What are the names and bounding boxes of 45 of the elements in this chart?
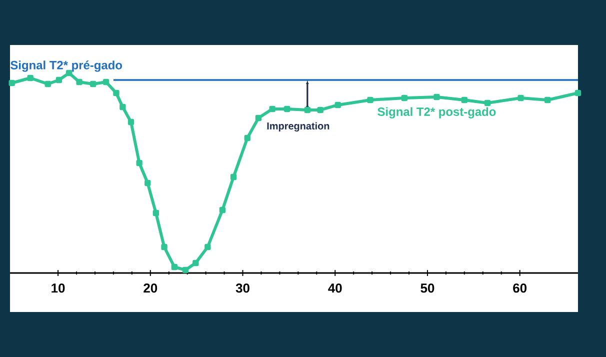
x-tick-label: 30 bbox=[236, 283, 250, 293]
point bbox=[434, 94, 440, 100]
point bbox=[230, 174, 237, 180]
point bbox=[90, 80, 96, 88]
point bbox=[204, 244, 211, 250]
x-tick-label: 50 bbox=[420, 283, 434, 293]
x-tick-label: 40 bbox=[328, 283, 342, 293]
point bbox=[461, 96, 468, 104]
point bbox=[8, 80, 15, 86]
point bbox=[144, 180, 151, 186]
series-label: Signal T2* post-gado bbox=[378, 107, 496, 118]
point bbox=[544, 96, 551, 104]
series-label: Signal T2* pré-gado bbox=[10, 60, 122, 72]
point bbox=[161, 244, 168, 250]
point bbox=[136, 160, 142, 166]
point bbox=[44, 80, 51, 88]
point bbox=[171, 264, 178, 270]
point bbox=[66, 70, 72, 76]
point bbox=[518, 94, 524, 102]
point bbox=[401, 94, 408, 102]
point bbox=[284, 106, 290, 112]
point bbox=[317, 106, 324, 114]
point bbox=[244, 134, 250, 142]
point bbox=[27, 74, 34, 82]
point bbox=[219, 206, 226, 214]
point bbox=[255, 114, 262, 122]
point bbox=[484, 100, 491, 106]
point bbox=[113, 90, 120, 96]
point bbox=[304, 106, 310, 114]
point bbox=[334, 102, 341, 108]
point bbox=[56, 76, 62, 84]
point bbox=[128, 118, 134, 126]
point bbox=[120, 104, 126, 110]
point bbox=[574, 90, 582, 96]
annotation: Impregnation bbox=[267, 122, 330, 132]
point bbox=[182, 266, 189, 274]
point bbox=[102, 78, 110, 86]
x-tick-label: 10 bbox=[52, 283, 65, 293]
x-tick-label: 20 bbox=[144, 283, 158, 293]
point bbox=[76, 78, 82, 86]
point bbox=[152, 210, 160, 216]
point bbox=[367, 96, 374, 104]
x-tick-label: 60 bbox=[513, 283, 526, 293]
point bbox=[192, 260, 199, 266]
point bbox=[269, 106, 276, 112]
